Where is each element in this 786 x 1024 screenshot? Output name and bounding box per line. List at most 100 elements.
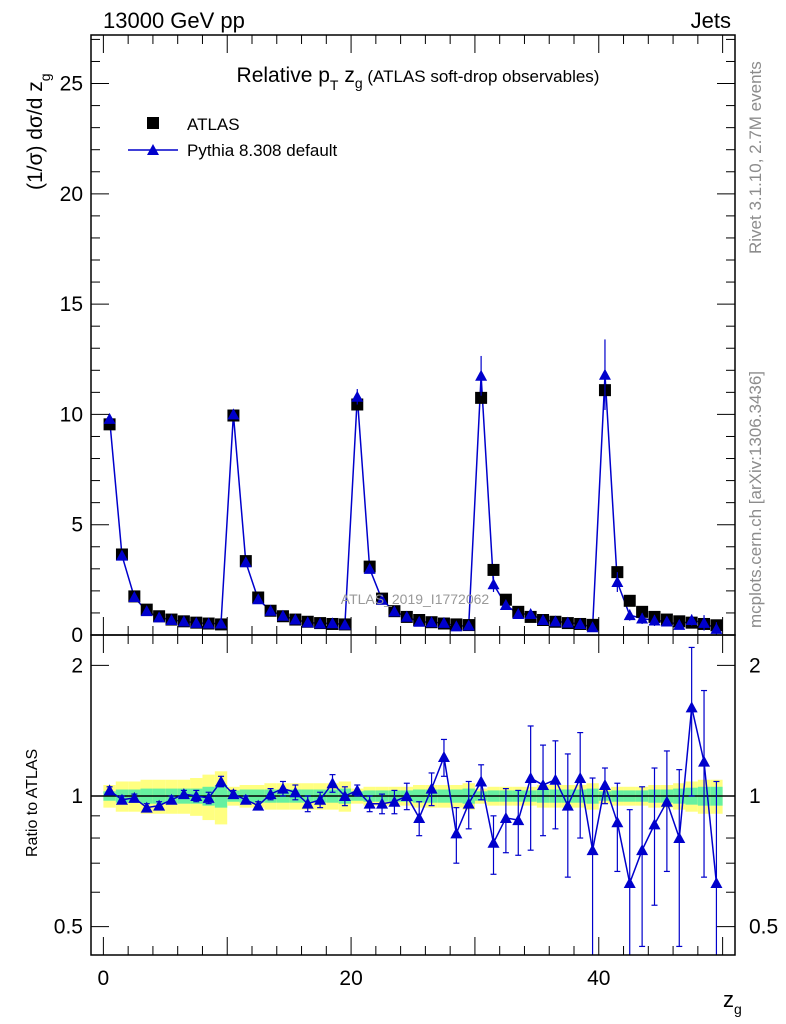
ratio-point (660, 795, 673, 807)
ratio-point (252, 799, 265, 811)
pythia-point (660, 615, 673, 627)
ratio-point (611, 816, 624, 828)
pythia-point (487, 578, 500, 590)
pythia-point (710, 622, 723, 634)
pythia-point (598, 368, 611, 380)
x-tick-label: 40 (587, 967, 610, 990)
ratio-point (388, 795, 401, 807)
ratio-point (673, 832, 686, 844)
pythia-point (561, 616, 574, 628)
main-y-tick-label: 5 (71, 514, 83, 537)
pythia-point (326, 617, 339, 629)
ratio-point (499, 811, 512, 823)
pythia-point (153, 611, 166, 623)
mcplots-text: mcplots.cern.ch [arXiv:1306.3436] (746, 371, 765, 628)
pythia-point (351, 390, 364, 402)
pythia-point (376, 593, 389, 605)
ratio-point (549, 773, 562, 785)
pythia-point (685, 614, 698, 625)
pythia-point (140, 605, 153, 617)
pythia-point (301, 616, 314, 628)
ratio-point (301, 797, 314, 809)
ratio-point (710, 877, 723, 889)
ratio-point (264, 788, 277, 800)
pythia-point (425, 616, 438, 628)
ratio-point (400, 789, 413, 801)
main-series-layer (103, 339, 723, 635)
atlas-point (487, 563, 500, 576)
ratio-plot-frame (90, 634, 736, 956)
ratio-point (276, 782, 289, 794)
legend-atlas-label: ATLAS (187, 115, 240, 134)
ratio-point (153, 799, 166, 811)
ratio-point (227, 788, 240, 800)
x-tick-label: 20 (339, 967, 362, 990)
ratio-y-tick-label-right: 2 (749, 654, 761, 677)
pythia-point (264, 604, 277, 616)
pythia-point (648, 614, 661, 626)
pythia-point (202, 617, 215, 629)
legend-pythia-marker (147, 144, 159, 155)
ratio-point (190, 789, 203, 801)
ratio-point (413, 811, 426, 823)
ratio-point (598, 779, 611, 791)
ratio-x-ticks: 0 20 40 (98, 635, 724, 990)
ratio-y-label: Ratio to ATLAS (24, 749, 41, 857)
energy-label: 13000 GeV pp (103, 8, 245, 33)
x-axis-label: zg (723, 987, 742, 1017)
ratio-point (202, 791, 215, 803)
ratio-point (215, 775, 228, 787)
pythia-point (363, 562, 376, 574)
title-tail: (ATLAS soft-drop observables) (363, 67, 600, 86)
pythia-point (177, 615, 190, 627)
ratio-point (437, 750, 450, 762)
legend-pythia-label: Pythia 8.308 default (187, 141, 338, 160)
pythia-point (115, 549, 128, 561)
pythia-point (524, 608, 537, 620)
rivet-version-text: Rivet 3.1.10, 2.7M events (746, 61, 765, 254)
category-label: Jets (691, 8, 731, 33)
ratio-point (450, 827, 463, 839)
title-var-sub: g (355, 75, 363, 91)
pythia-point (499, 599, 512, 610)
pythia-point (413, 615, 426, 627)
pythia-point (289, 613, 302, 625)
main-y-label: (1/σ) dσ/d zg (24, 73, 53, 190)
legend-atlas-marker (147, 117, 159, 129)
pythia-point (388, 605, 401, 617)
title-var: z (338, 64, 354, 87)
ratio-point (363, 797, 376, 809)
ratio-point (239, 793, 252, 805)
pythia-point (450, 620, 463, 632)
ratio-y-tick-label-right: 0.5 (749, 916, 778, 939)
pythia-point (128, 591, 141, 603)
ratio-point (326, 777, 339, 789)
ratio-y-tick-label: 0.5 (54, 916, 83, 939)
pythia-point (227, 408, 240, 420)
pythia-point (462, 619, 475, 631)
ratio-y-ticks: 0.5 0.5 1 1 2 2 (54, 654, 778, 938)
atlas-point (623, 594, 636, 607)
main-y-tick-label: 0 (71, 624, 83, 647)
pythia-point (636, 612, 649, 624)
ratio-point (561, 799, 574, 811)
pythia-point (239, 556, 252, 568)
ratio-point (165, 793, 178, 805)
ratio-line (109, 707, 718, 886)
pythia-point (549, 615, 562, 627)
pythia-point (165, 614, 178, 625)
main-y-tick-label: 15 (60, 293, 83, 316)
main-y-ticks: 0 5 10 15 20 25 (60, 38, 735, 647)
pythia-point (611, 576, 624, 588)
ratio-point (115, 793, 128, 805)
ratio-point (636, 844, 649, 856)
ratio-point (289, 786, 302, 798)
ratio-point (314, 793, 327, 805)
ratio-point (586, 844, 599, 856)
ratio-plot: 0.5 0.5 1 1 2 2 0 20 40 Ratio to ATLAS zg (24, 634, 778, 1017)
pythia-point (673, 618, 686, 630)
atlas-point (636, 605, 649, 618)
ratio-point (648, 818, 661, 830)
main-x-ticks (102, 35, 724, 635)
x-tick-label: 0 (98, 967, 110, 990)
